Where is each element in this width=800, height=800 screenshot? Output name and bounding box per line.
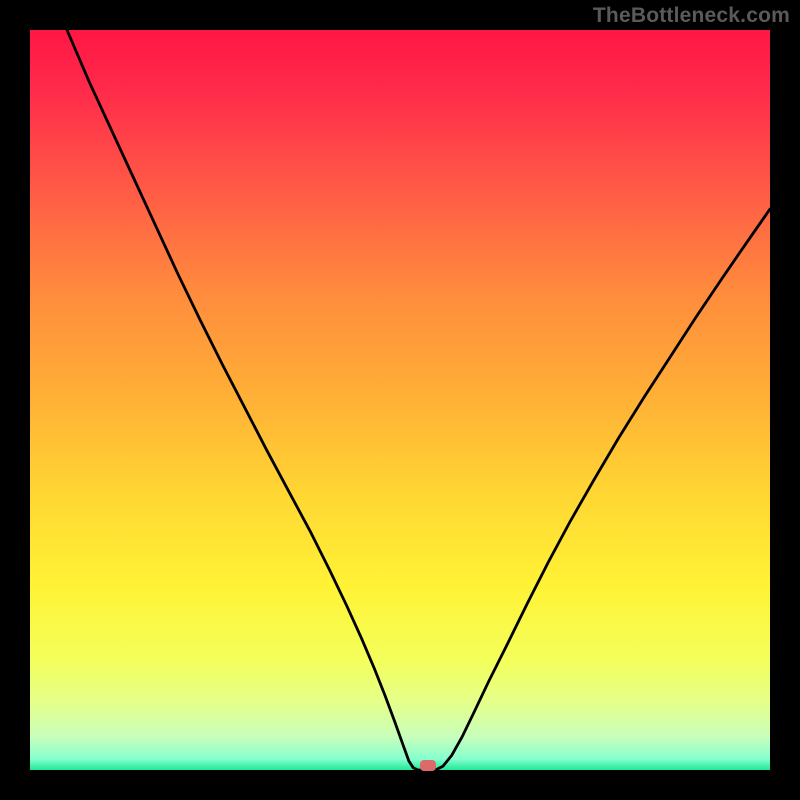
plot-area <box>30 30 770 770</box>
bottleneck-curve <box>30 30 770 770</box>
optimum-marker <box>420 760 436 770</box>
chart-frame: TheBottleneck.com <box>0 0 800 800</box>
watermark-text: TheBottleneck.com <box>593 4 790 28</box>
